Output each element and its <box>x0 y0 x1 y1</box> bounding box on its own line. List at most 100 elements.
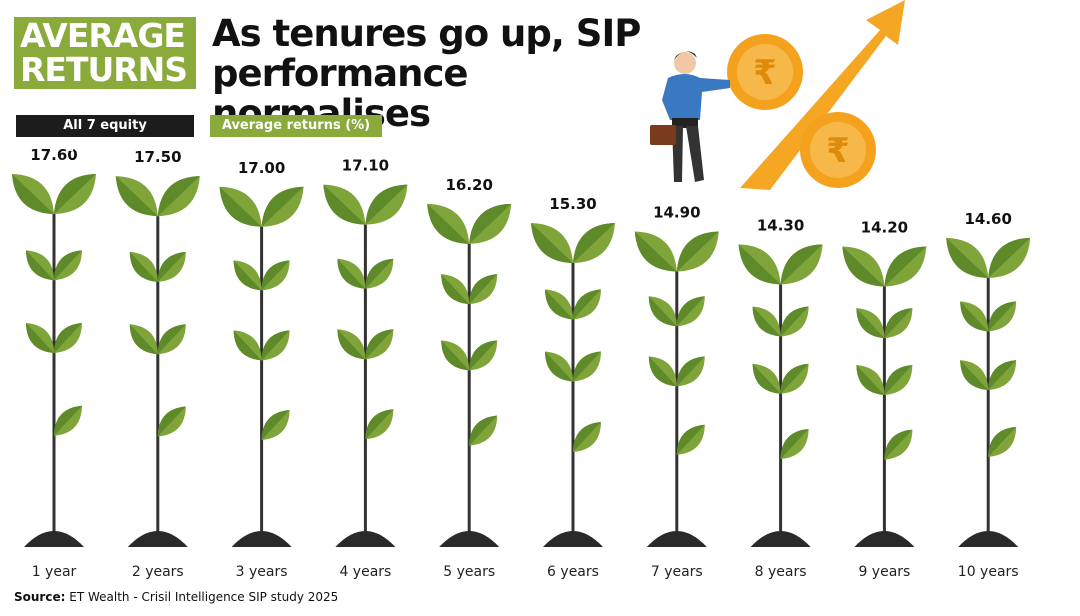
leaf-shade <box>261 330 290 361</box>
leaf-shade <box>219 186 262 227</box>
leaf-shade <box>573 223 615 264</box>
leaf-shade <box>531 223 573 264</box>
leaf-shade <box>634 231 677 272</box>
leaf-shade <box>988 360 1017 391</box>
leaf-shade <box>427 203 470 244</box>
leaf-shade <box>157 176 200 217</box>
svg-text:₹: ₹ <box>826 131 850 171</box>
leaf-shade <box>233 330 262 361</box>
value-label: 17.50 <box>134 148 181 166</box>
value-label: 17.10 <box>342 157 389 175</box>
leaf-shade <box>261 409 290 440</box>
leaf-shade <box>469 340 498 371</box>
plant <box>12 174 96 547</box>
tag: Average returns (%) <box>210 115 382 137</box>
badge-line: RETURNS <box>20 50 188 89</box>
leaf-shade <box>676 296 705 327</box>
source-label: Source: <box>14 590 66 604</box>
leaf-shade <box>469 203 512 244</box>
leaf-shade <box>365 258 394 289</box>
tag: All 7 equity categories <box>16 115 194 155</box>
leaf-shade <box>856 308 885 339</box>
leaf-shade <box>884 429 913 460</box>
value-label: 15.30 <box>549 195 596 213</box>
leaf-shade <box>545 289 573 320</box>
leaf-shade <box>573 421 601 452</box>
leaf-shade <box>648 356 677 387</box>
value-label: 14.90 <box>653 204 700 222</box>
leaf-shade <box>842 246 885 287</box>
leaf-shade <box>676 424 705 455</box>
soil <box>958 531 1019 547</box>
soil <box>646 531 707 547</box>
leaf-shade <box>26 323 54 354</box>
leaf-shade <box>54 250 82 281</box>
soil <box>854 531 915 547</box>
soil <box>231 531 292 547</box>
leaf-shade <box>323 184 366 225</box>
leaf-shade <box>365 409 394 440</box>
leaf-shade <box>261 186 304 227</box>
plant <box>946 237 1031 547</box>
leaf-shade <box>946 237 989 278</box>
leaf-shade <box>780 306 809 337</box>
badge: AVERAGE RETURNS <box>14 17 196 89</box>
leaf-shade <box>54 405 82 436</box>
value-label: 14.60 <box>964 210 1011 228</box>
leaf-shade <box>337 329 366 360</box>
soil <box>24 531 84 547</box>
leaf-shade <box>115 176 158 217</box>
leaf-shade <box>545 351 573 382</box>
soil <box>439 531 500 547</box>
plant <box>842 246 927 547</box>
plant <box>738 244 823 547</box>
leaf-shade <box>988 301 1017 332</box>
plant <box>115 176 200 547</box>
source: Source: ET Wealth - Crisil Intelligence … <box>14 590 338 604</box>
leaf-shade <box>884 308 913 339</box>
value-label: 16.20 <box>445 176 492 194</box>
x-tick-label: 3 years <box>236 564 288 580</box>
svg-text:₹: ₹ <box>753 53 777 93</box>
leaf-shade <box>780 428 809 459</box>
illustration: ₹ ₹ <box>650 0 905 190</box>
leaf-shade <box>233 260 262 291</box>
leaf-shade <box>573 351 601 382</box>
plant <box>634 231 719 547</box>
leaf-shade <box>988 237 1031 278</box>
leaf-shade <box>738 244 781 285</box>
leaf-shade <box>988 426 1017 457</box>
leaf-shade <box>157 406 186 437</box>
leaf-shade <box>469 274 498 305</box>
leaf-shade <box>884 365 913 396</box>
leaf-shade <box>856 365 885 396</box>
soil <box>543 531 603 547</box>
x-tick-label: 1 year <box>32 564 77 580</box>
leaf-shade <box>337 258 366 289</box>
leaf-shade <box>573 289 601 320</box>
plant <box>531 223 615 547</box>
leaf-shade <box>960 360 989 391</box>
leaf-shade <box>157 251 186 282</box>
leaf-shade <box>780 244 823 285</box>
leaf-shade <box>960 301 989 332</box>
plant <box>219 186 304 547</box>
plant <box>323 184 408 547</box>
x-tick-label: 5 years <box>443 564 495 580</box>
leaf-shade <box>648 296 677 327</box>
x-tick-label: 6 years <box>547 564 599 580</box>
plant <box>427 203 512 547</box>
x-tick-label: 10 years <box>958 564 1019 580</box>
soil <box>335 531 396 547</box>
source-text: ET Wealth - Crisil Intelligence SIP stud… <box>69 590 339 604</box>
value-label: 14.20 <box>861 218 908 236</box>
leaf-shade <box>26 250 54 281</box>
leaf-shade <box>365 184 408 225</box>
leaf-shade <box>157 324 186 355</box>
leaf-shade <box>469 415 498 446</box>
x-tick-label: 7 years <box>651 564 703 580</box>
leaf-shade <box>441 340 470 371</box>
leaf-shade <box>441 274 470 305</box>
